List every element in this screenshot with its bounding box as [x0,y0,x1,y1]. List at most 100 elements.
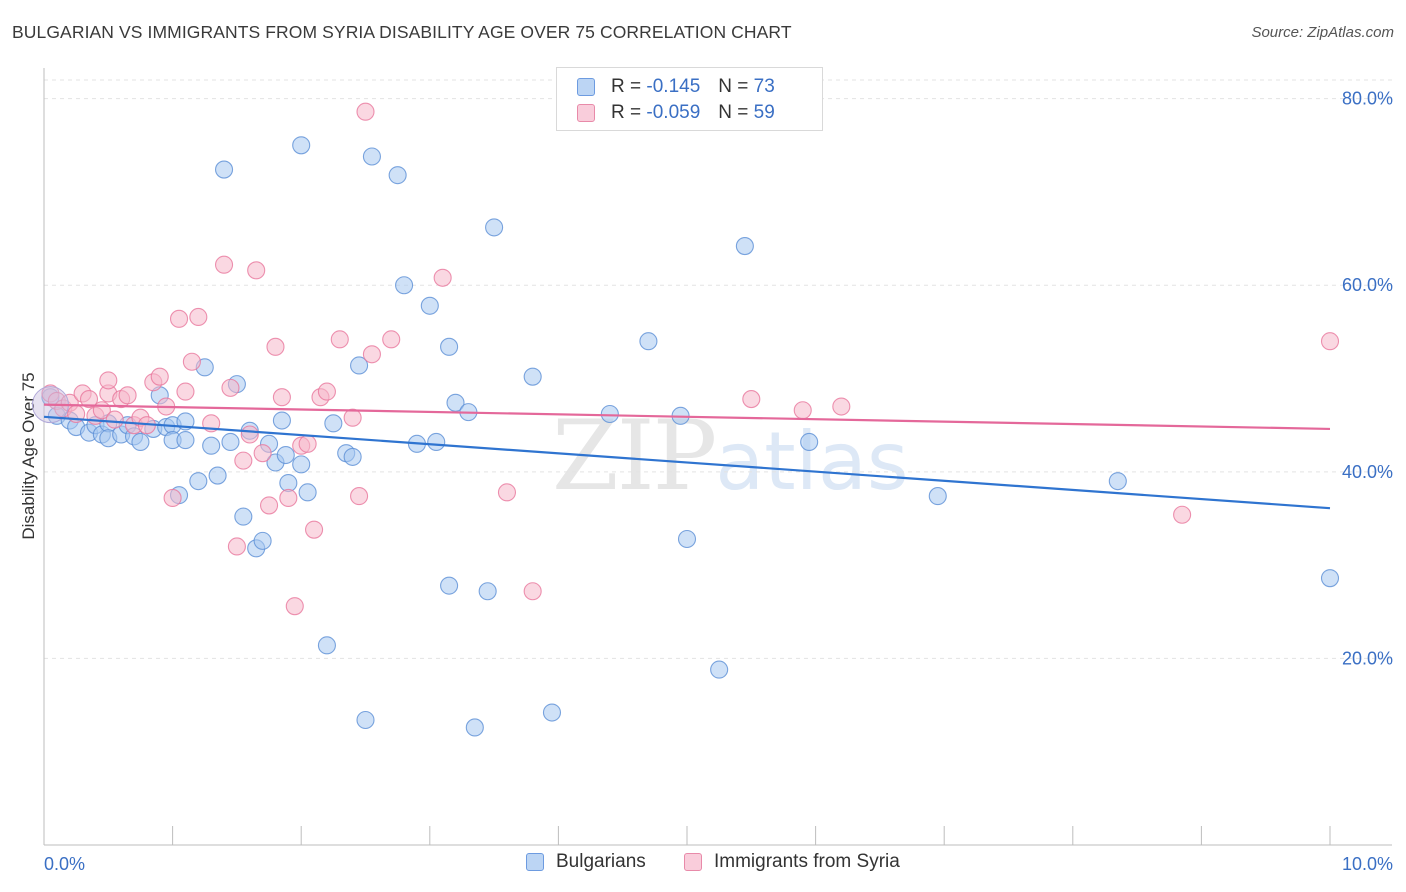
bulgarians-point [176,431,195,450]
syria-point [163,488,182,508]
bulgarians-point [735,237,754,256]
bulgarians-trend-line [43,415,1331,510]
y-tick-label: 40.0% [1342,462,1393,482]
syria-point [221,378,240,397]
bulgarians-point [298,483,317,502]
syria-point [118,386,137,405]
legend-swatch-syria [577,104,595,122]
bulgarians-point [485,218,504,237]
bulgarians-point [343,447,362,466]
syria-point [832,397,851,416]
syria-point [272,388,291,407]
bulgarians-point [356,710,375,730]
bulgarians-point [427,432,446,452]
bulgarians-point [478,582,497,601]
syria-point [497,483,517,502]
syria-point [227,537,246,556]
y-tick-label: 20.0% [1342,648,1393,668]
syria-point [343,408,362,427]
syria-point [317,382,336,401]
syria-point [266,337,285,356]
legend-row-syria: R = -0.059 N = 59 [577,100,775,126]
bulgarians-point [928,487,947,506]
bulgarians-point [208,466,227,485]
watermark-zip: ZIP [552,400,717,512]
syria-point [285,597,304,616]
source-label: Source: ZipAtlas.com [1251,24,1394,41]
syria-point [253,444,272,463]
bulgarians-point [1108,472,1127,491]
bulgarians-point [677,529,697,549]
syria-point [234,451,253,470]
bulgarians-point [272,411,291,430]
syria-point [150,367,169,386]
bulgarians-point [710,660,729,679]
syria-point [793,401,812,420]
y-axis-label: Disability Age Over 75 [19,372,38,539]
legend-n-label: N = [718,102,749,123]
bulgarians-point [465,718,484,737]
legend-n-label: N = [718,76,749,97]
syria-point [382,330,401,349]
syria-point [356,102,375,121]
syria-point [79,390,99,409]
legend-row-bulgarians: R = -0.145 N = 73 [577,74,775,100]
x-tick-label: 10.0% [1342,854,1393,874]
bulgarians-point [440,337,459,356]
legend-stats: R = -0.145 N = 73 R = -0.059 N = 59 [556,67,823,131]
bulgarians-point [221,432,240,452]
x-tick-label: 0.0% [44,854,85,874]
bulgarians-point [600,404,619,424]
y-tick-label: 60.0% [1342,275,1393,295]
bulgarians-point [1320,569,1340,588]
legend-item-syria: Immigrants from Syria [684,851,900,873]
bulgarians-point [276,445,295,465]
bulgarians-point [253,531,272,550]
bulgarians-point [292,136,311,155]
bulgarians-point [317,636,336,655]
syria-point [189,307,208,327]
legend-r-label: R = [611,102,642,123]
bulgarians-point [202,436,221,455]
syria-point [523,582,542,601]
syria-point [350,487,369,506]
y-tick-label: 80.0% [1342,89,1393,109]
chart-title: BULGARIAN VS IMMIGRANTS FROM SYRIA DISAB… [12,22,792,42]
syria-point [1173,505,1192,524]
bulgarians-point [639,332,658,351]
bulgarians-point [440,576,459,595]
bulgarians-point [350,356,369,375]
syria-point [169,309,189,328]
syria-trend-line [43,403,1331,431]
syria-point [279,488,298,508]
legend-label-syria: Immigrants from Syria [714,851,900,872]
bulgarians-point [800,432,819,452]
legend-swatch-bulgarians [526,853,544,871]
bulgarians-point [362,147,381,166]
bulgarians-point [292,455,311,474]
legend-swatch-bulgarians [577,78,595,96]
syria-point [298,434,317,453]
bulgarians-point [324,414,343,433]
bulgarians-point [395,276,414,295]
legend-item-bulgarians: Bulgarians [526,851,646,873]
syria-point [1320,332,1340,351]
legend-label-bulgarians: Bulgarians [556,851,646,872]
bulgarians-point [542,703,562,722]
legend-n-value: 59 [753,102,775,123]
legend-swatch-syria [684,853,702,871]
bulgarians-point [420,296,439,315]
syria-point [240,425,259,444]
bulgarians-point [446,393,465,412]
syria-point [105,410,124,429]
watermark: ZIPatlas [552,400,909,512]
syria-point [214,255,234,274]
syria-point [330,330,349,349]
syria-point [182,352,201,371]
syria-point [433,268,452,287]
legend-r-value: -0.059 [646,102,701,123]
syria-point [247,261,266,280]
syria-point [259,496,279,515]
legend-r-label: R = [611,76,642,97]
syria-point [742,390,761,409]
